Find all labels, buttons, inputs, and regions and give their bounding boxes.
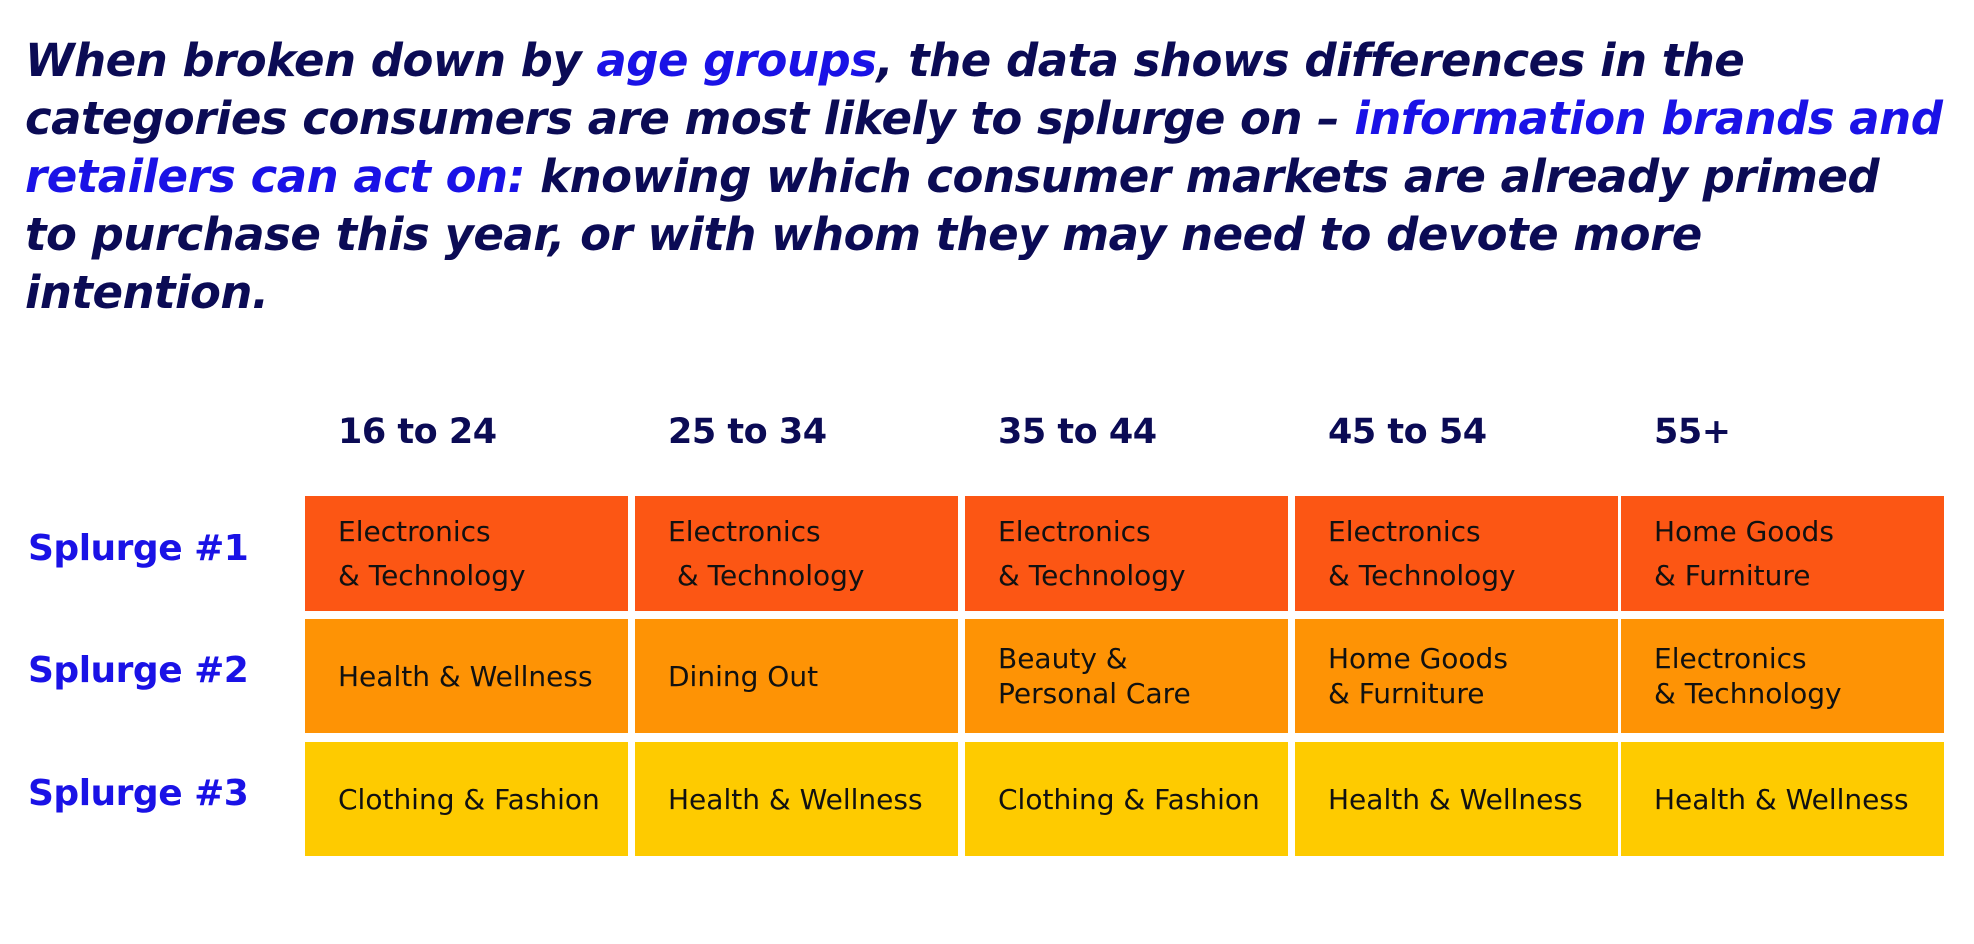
cell-line: Electronics <box>338 514 491 548</box>
cell-line: & Furniture <box>1654 558 1811 592</box>
headline-text: , the data shows differences in the cate… <box>25 34 1745 145</box>
cell-line: Electronics <box>1328 514 1481 548</box>
table-cell: Dining Out <box>635 619 958 733</box>
row-label-splurge-1: Splurge #1 <box>28 528 249 569</box>
cell-line: Personal Care <box>998 677 1191 710</box>
cell-line: Beauty & <box>998 642 1128 675</box>
table-cell: Clothing & Fashion <box>305 742 628 856</box>
cell-line: & Technology <box>1328 558 1516 592</box>
cell-line: Electronics <box>1654 642 1807 675</box>
row-label-splurge-2: Splurge #2 <box>28 650 249 691</box>
cell-line: Home Goods <box>1328 642 1508 675</box>
table-cell: Clothing & Fashion <box>965 742 1288 856</box>
cell-line: Home Goods <box>1654 514 1834 548</box>
cell-line: & Technology <box>1654 677 1842 710</box>
cell-line: Electronics <box>998 514 1151 548</box>
cell-line: & Technology <box>338 558 526 592</box>
cell-line: Dining Out <box>668 659 819 693</box>
cell-line: Health & Wellness <box>338 659 593 693</box>
column-header-25-34: 25 to 34 <box>668 412 827 452</box>
table-cell: Health & Wellness <box>1295 742 1618 856</box>
table-cell: Electronics & Technology <box>1621 619 1944 733</box>
table-cell: Electronics & Technology <box>635 496 958 611</box>
headline: When broken down by age groups, the data… <box>25 32 1945 322</box>
table-cell: Health & Wellness <box>305 619 628 733</box>
cell-line: Clothing & Fashion <box>998 782 1260 816</box>
headline-highlight-age-groups: age groups <box>596 34 877 87</box>
cell-line: Health & Wellness <box>1328 782 1583 816</box>
headline-text: knowing which consumer markets are alrea… <box>25 150 1880 319</box>
cell-line: Electronics <box>668 514 821 548</box>
cell-line: Health & Wellness <box>1654 782 1909 816</box>
table-cell: Home Goods & Furniture <box>1295 619 1618 733</box>
table-cell: Electronics & Technology <box>1295 496 1618 611</box>
table-cell: Electronics & Technology <box>305 496 628 611</box>
cell-line: Health & Wellness <box>668 782 923 816</box>
headline-text: When broken down by <box>25 34 597 87</box>
cell-line: & Technology <box>998 558 1186 592</box>
column-header-16-24: 16 to 24 <box>338 412 497 452</box>
headline-highlight-act-on: information brands and retailers can act… <box>25 92 1943 203</box>
table-cell: Home Goods & Furniture <box>1621 496 1944 611</box>
table-cell: Health & Wellness <box>1621 742 1944 856</box>
column-header-35-44: 35 to 44 <box>998 412 1157 452</box>
column-header-55-plus: 55+ <box>1654 412 1731 452</box>
row-label-splurge-3: Splurge #3 <box>28 773 249 814</box>
cell-line: & Furniture <box>1328 677 1485 710</box>
cell-line: Clothing & Fashion <box>338 782 600 816</box>
table-cell: Health & Wellness <box>635 742 958 856</box>
table-cell: Beauty & Personal Care <box>965 619 1288 733</box>
cell-line: & Technology <box>668 558 865 592</box>
table-cell: Electronics & Technology <box>965 496 1288 611</box>
column-header-45-54: 45 to 54 <box>1328 412 1487 452</box>
